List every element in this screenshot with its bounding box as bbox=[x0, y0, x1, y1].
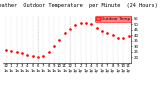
Legend: Outdoor Temp: Outdoor Temp bbox=[95, 16, 131, 22]
Text: Milwaukee Weather  Outdoor Temperature  per Minute  (24 Hours): Milwaukee Weather Outdoor Temperature pe… bbox=[0, 3, 158, 8]
